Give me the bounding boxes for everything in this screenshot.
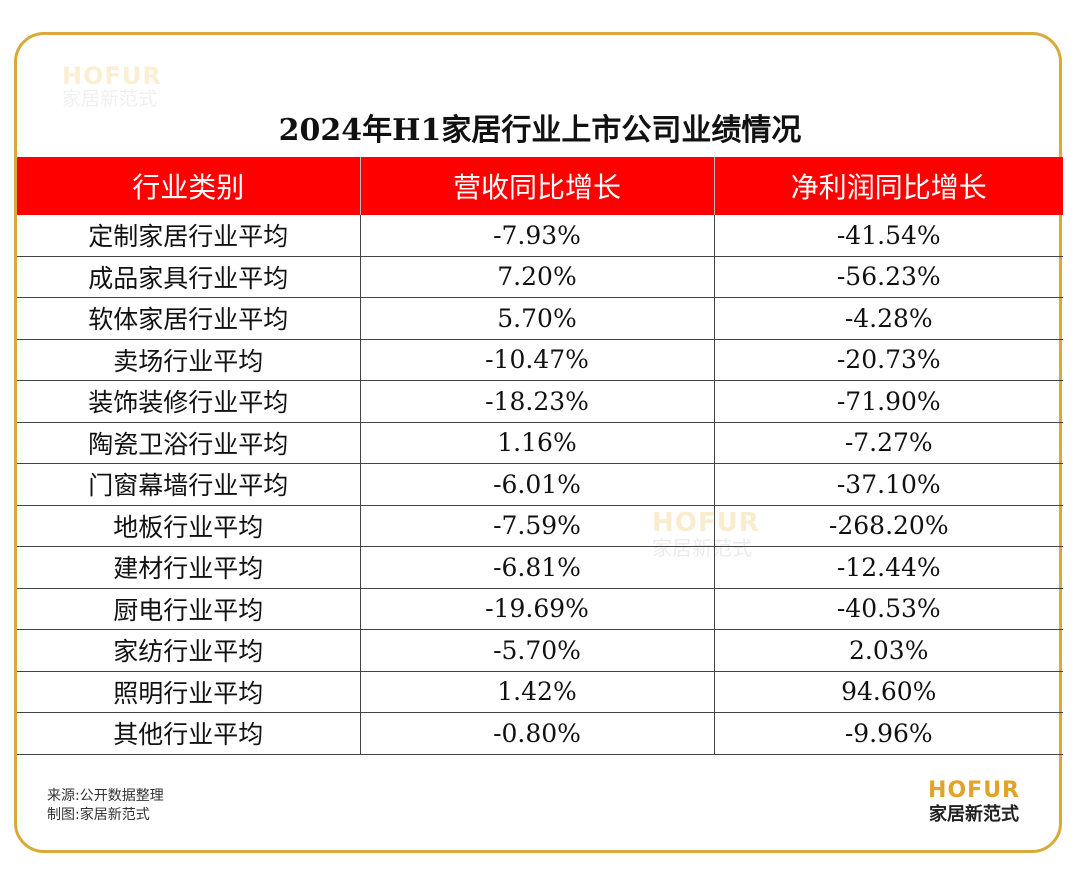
cell-category: 地板行业平均 xyxy=(17,505,360,547)
cell-profit-growth: -56.23% xyxy=(713,256,1063,298)
performance-table: 行业类别 营收同比增长 净利润同比增长 定制家居行业平均 -7.93% -41.54… xyxy=(17,157,1063,755)
cell-revenue-growth: -10.47% xyxy=(359,339,714,381)
cell-revenue-growth: -5.70% xyxy=(359,629,714,672)
header-category: 行业类别 xyxy=(17,157,360,215)
cell-revenue-growth: -7.59% xyxy=(359,505,714,547)
cell-revenue-growth: -18.23% xyxy=(359,380,714,423)
cell-profit-growth: -12.44% xyxy=(713,546,1063,589)
cell-profit-growth: -40.53% xyxy=(713,588,1063,630)
cell-category: 其他行业平均 xyxy=(17,712,360,755)
cell-profit-growth: -71.90% xyxy=(713,380,1063,423)
cell-category: 卖场行业平均 xyxy=(17,339,360,381)
table-row: 陶瓷卫浴行业平均 1.16% -7.27% xyxy=(17,422,1063,464)
brand-logo: HOFUR 家居新范式 xyxy=(928,780,1020,824)
cell-profit-growth: -41.54% xyxy=(713,215,1063,257)
source-line: 来源:公开数据整理 xyxy=(47,788,164,804)
table-row: 门窗幕墙行业平均 -6.01% -37.10% xyxy=(17,463,1063,506)
table-row: 家纺行业平均 -5.70% 2.03% xyxy=(17,629,1063,672)
cell-category: 门窗幕墙行业平均 xyxy=(17,463,360,506)
cell-revenue-growth: -6.01% xyxy=(359,463,714,506)
cell-revenue-growth: -6.81% xyxy=(359,546,714,589)
cell-profit-growth: -268.20% xyxy=(713,505,1063,547)
cell-revenue-growth: 1.16% xyxy=(359,422,714,464)
table-row: 定制家居行业平均 -7.93% -41.54% xyxy=(17,215,1063,257)
header-profit-growth: 净利润同比增长 xyxy=(713,157,1063,215)
logo-brand: HOFUR xyxy=(928,778,1020,803)
source-note: 来源:公开数据整理 制图:家居新范式 xyxy=(47,787,164,825)
table-row: 卖场行业平均 -10.47% -20.73% xyxy=(17,339,1063,381)
header-revenue-growth: 营收同比增长 xyxy=(359,157,714,215)
cell-profit-growth: 2.03% xyxy=(713,629,1063,672)
cell-category: 照明行业平均 xyxy=(17,671,360,713)
cell-category: 家纺行业平均 xyxy=(17,629,360,672)
table-body: 定制家居行业平均 -7.93% -41.54% 成品家具行业平均 7.20% -56.23… xyxy=(17,215,1063,755)
cell-category: 厨电行业平均 xyxy=(17,588,360,630)
chart-title: 2024年H1家居行业上市公司业绩情况 xyxy=(278,113,802,148)
cell-profit-growth: -37.10% xyxy=(713,463,1063,506)
table-header-row: 行业类别 营收同比增长 净利润同比增长 xyxy=(17,157,1063,215)
table-row: 装饰装修行业平均 -18.23% -71.90% xyxy=(17,380,1063,423)
maker-line: 制图:家居新范式 xyxy=(47,807,150,823)
cell-category: 定制家居行业平均 xyxy=(17,215,360,257)
table-row: 成品家具行业平均 7.20% -56.23% xyxy=(17,256,1063,298)
table-row: 其他行业平均 -0.80% -9.96% xyxy=(17,712,1063,755)
logo-sub: 家居新范式 xyxy=(929,804,1020,825)
table-row: 照明行业平均 1.42% 94.60% xyxy=(17,671,1063,713)
watermark-sub: 家居新范式 xyxy=(62,88,158,110)
table-row: 地板行业平均 -7.59% -268.20% xyxy=(17,505,1063,547)
cell-category: 成品家具行业平均 xyxy=(17,256,360,298)
watermark-top: HOFUR 家居新范式 xyxy=(62,64,162,109)
cell-revenue-growth: 1.42% xyxy=(359,671,714,713)
table-row: 厨电行业平均 -19.69% -40.53% xyxy=(17,588,1063,630)
cell-revenue-growth: 7.20% xyxy=(359,256,714,298)
table-row: 建材行业平均 -6.81% -12.44% xyxy=(17,546,1063,589)
cell-revenue-growth: 5.70% xyxy=(359,297,714,340)
cell-category: 软体家居行业平均 xyxy=(17,297,360,340)
cell-revenue-growth: -19.69% xyxy=(359,588,714,630)
cell-category: 陶瓷卫浴行业平均 xyxy=(17,422,360,464)
watermark-brand: HOFUR xyxy=(62,62,162,90)
cell-profit-growth: 94.60% xyxy=(713,671,1063,713)
cell-profit-growth: -4.28% xyxy=(713,297,1063,340)
cell-revenue-growth: -7.93% xyxy=(359,215,714,257)
cell-profit-growth: -20.73% xyxy=(713,339,1063,381)
cell-category: 装饰装修行业平均 xyxy=(17,380,360,423)
cell-revenue-growth: -0.80% xyxy=(359,712,714,755)
cell-profit-growth: -9.96% xyxy=(713,712,1063,755)
cell-category: 建材行业平均 xyxy=(17,546,360,589)
table-row: 软体家居行业平均 5.70% -4.28% xyxy=(17,297,1063,340)
cell-profit-growth: -7.27% xyxy=(713,422,1063,464)
